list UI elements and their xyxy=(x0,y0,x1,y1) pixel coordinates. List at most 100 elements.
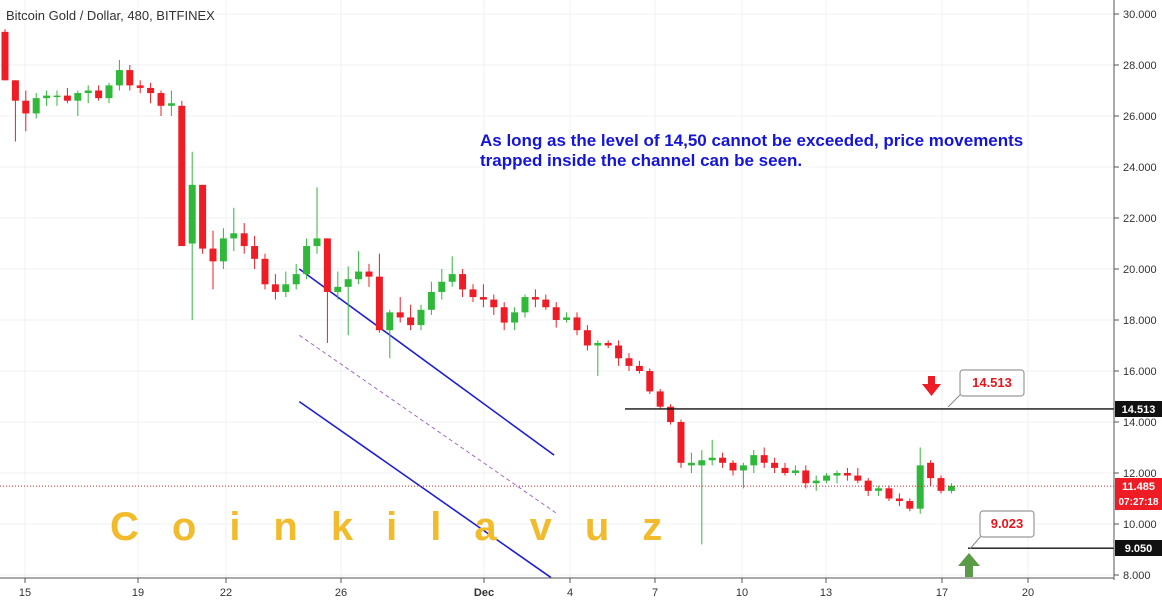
candle xyxy=(43,90,51,106)
candle xyxy=(927,460,935,486)
candle xyxy=(563,312,571,323)
candle xyxy=(750,450,758,473)
candle-body xyxy=(833,473,841,476)
candle-body xyxy=(84,90,92,94)
candle xyxy=(157,90,165,116)
candle xyxy=(573,312,581,336)
x-tick-label: 7 xyxy=(652,587,658,599)
candle-body xyxy=(469,289,477,298)
candle xyxy=(854,467,862,484)
candle xyxy=(698,450,706,545)
candle-body xyxy=(261,258,269,285)
candle-body xyxy=(11,80,19,101)
candle-body xyxy=(823,475,831,481)
candle xyxy=(729,460,737,476)
horizontal-levels xyxy=(0,408,1114,549)
candle-body xyxy=(219,238,227,262)
y-tick-label: 14.000 xyxy=(1123,417,1157,429)
candle-body xyxy=(448,274,456,282)
candle-body xyxy=(625,358,633,366)
candle xyxy=(656,388,664,410)
callout-lower-label: 9.023 xyxy=(991,516,1024,531)
candle xyxy=(126,65,134,91)
candle xyxy=(84,85,92,104)
candle xyxy=(791,465,799,476)
candle xyxy=(552,302,560,328)
candle-body xyxy=(74,93,82,101)
candle xyxy=(63,87,71,104)
candle-body xyxy=(479,297,487,300)
price-axis[interactable]: 8.000 10.000 12.000 14.000 16.000 18.000 20.00… xyxy=(1114,9,1157,582)
candle-body xyxy=(739,465,747,471)
candle xyxy=(469,284,477,303)
candle xyxy=(1,29,9,81)
candle-body xyxy=(573,317,581,331)
candle xyxy=(417,304,425,331)
candle-body xyxy=(407,317,415,326)
candle-body xyxy=(781,467,789,473)
candle-body xyxy=(864,480,872,491)
channel-mid-line xyxy=(299,334,558,515)
candle xyxy=(885,485,893,502)
candle-body xyxy=(178,105,186,247)
candle-body xyxy=(157,93,165,106)
candle xyxy=(646,368,654,394)
x-tick-label: 20 xyxy=(1022,587,1034,599)
candle xyxy=(531,289,539,308)
candle-body xyxy=(812,480,820,484)
bar-countdown-label: 07:27:18 xyxy=(1118,497,1158,508)
candle xyxy=(875,485,883,496)
candle-body xyxy=(105,85,113,99)
candle-body xyxy=(251,246,259,259)
candle-body xyxy=(63,95,71,101)
candle xyxy=(916,447,924,514)
candle xyxy=(490,294,498,315)
candle xyxy=(771,457,779,473)
candle-body xyxy=(615,345,623,359)
candle-body xyxy=(147,87,155,94)
candle xyxy=(355,251,363,285)
candle-body xyxy=(43,95,51,99)
candle-body xyxy=(552,307,560,320)
candle-body xyxy=(22,100,30,114)
candle-body xyxy=(719,457,727,463)
candle-body xyxy=(417,309,425,326)
time-axis[interactable]: 15 19 22 26 Dec 4 7 10 13 17 20 xyxy=(19,578,1034,599)
candle-body xyxy=(396,312,404,318)
support-price-label: 9.050 xyxy=(1125,543,1153,555)
callout-lower[interactable]: 9.023 xyxy=(969,510,1035,550)
y-tick-label: 24.000 xyxy=(1123,162,1157,174)
candle-body xyxy=(531,297,539,300)
y-tick-label: 30.000 xyxy=(1123,9,1157,21)
callout-upper[interactable]: 14.513 xyxy=(947,369,1025,408)
x-tick-label: 17 xyxy=(936,587,948,599)
candle xyxy=(219,228,227,269)
candle-body xyxy=(334,286,342,292)
candle xyxy=(53,90,61,106)
y-tick-label: 12.000 xyxy=(1123,468,1157,480)
candle xyxy=(240,223,248,254)
candle-body xyxy=(542,299,550,308)
candle xyxy=(32,93,40,119)
candle-body xyxy=(323,238,331,292)
candle-body xyxy=(355,271,363,280)
candle-body xyxy=(126,70,134,86)
candle xyxy=(292,263,300,290)
channel-lower-line xyxy=(298,400,552,579)
candle xyxy=(719,452,727,468)
candle-body xyxy=(885,488,893,499)
candle-body xyxy=(386,312,394,331)
candle xyxy=(136,80,144,94)
candle-body xyxy=(604,342,612,346)
candle xyxy=(812,475,820,491)
candle xyxy=(625,353,633,371)
annotation-text: As long as the level of 14,50 cannot be … xyxy=(480,131,1024,170)
candle-body xyxy=(916,465,924,509)
candle-body xyxy=(271,284,279,292)
candle xyxy=(188,151,196,320)
resistance-price-label: 14.513 xyxy=(1122,404,1156,416)
candle-body xyxy=(791,470,799,473)
candle-body xyxy=(729,462,737,471)
